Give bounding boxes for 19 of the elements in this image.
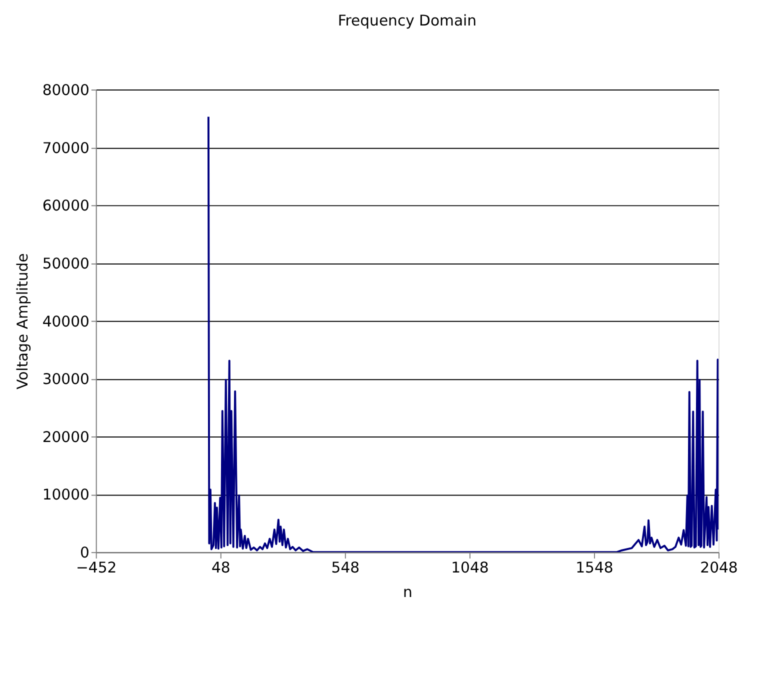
- x-tick-label: 2048: [700, 559, 738, 576]
- y-tick-label: 50000: [42, 255, 90, 272]
- y-tick-label: 40000: [42, 313, 90, 330]
- y-axis-title: Voltage Amplitude: [14, 253, 32, 390]
- y-tick-label: 30000: [42, 371, 90, 388]
- x-tick-label: 548: [331, 559, 360, 576]
- y-tick-label: 0: [80, 544, 90, 562]
- x-axis-title: n: [402, 584, 412, 602]
- line-series: [207, 116, 719, 552]
- y-tick-label: 70000: [42, 140, 90, 157]
- x-tick-label: 1048: [451, 559, 489, 576]
- y-tick-label: 60000: [42, 198, 90, 215]
- y-tick-label: 10000: [42, 486, 90, 504]
- x-tick-label: 1548: [576, 559, 614, 576]
- x-tick-label: 48: [211, 559, 230, 576]
- y-tick-label: 80000: [42, 82, 90, 99]
- x-tick-label: −452: [76, 559, 117, 576]
- y-tick-label: 20000: [42, 428, 90, 446]
- chart-title: Frequency Domain: [338, 12, 477, 30]
